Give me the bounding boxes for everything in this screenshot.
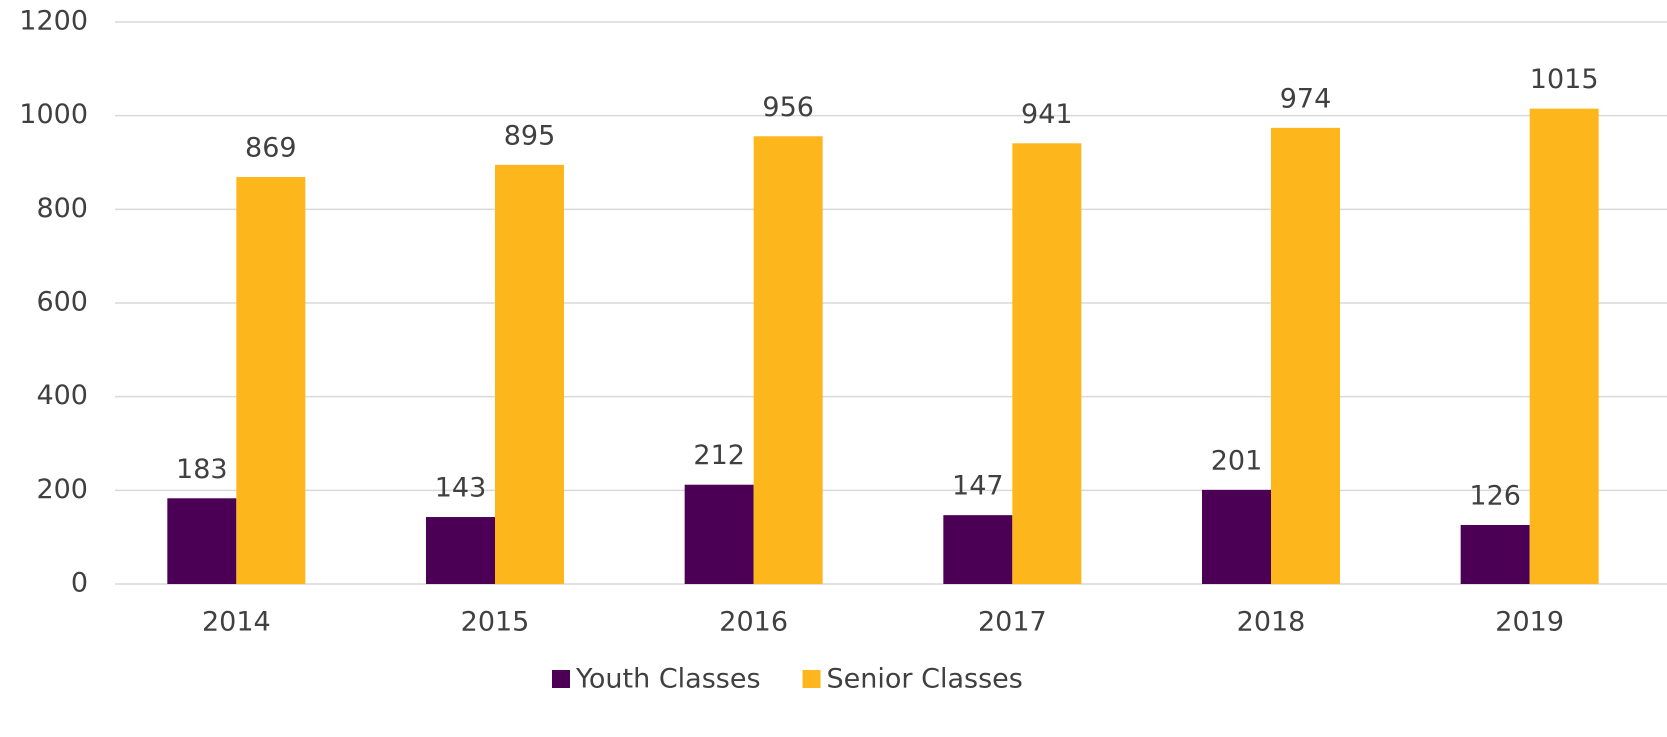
data-label: 869	[245, 133, 297, 164]
bar	[1012, 143, 1082, 584]
bar	[943, 515, 1013, 584]
data-label: 183	[176, 454, 228, 485]
x-tick-label: 2017	[978, 607, 1047, 638]
bar	[495, 164, 564, 584]
y-tick-label: 0	[71, 568, 88, 599]
data-label: 956	[762, 92, 814, 123]
data-label: 212	[693, 440, 745, 471]
bar	[1271, 127, 1340, 585]
bar	[236, 177, 306, 585]
data-label: 201	[1211, 445, 1263, 476]
bar	[1202, 489, 1271, 584]
x-tick-label: 2018	[1237, 607, 1306, 638]
x-tick-label: 2016	[719, 607, 788, 638]
y-tick-label: 400	[36, 380, 88, 411]
bar	[753, 136, 823, 585]
data-label: 147	[952, 471, 1004, 502]
y-tick-label: 800	[36, 193, 88, 224]
data-label: 941	[1021, 99, 1073, 130]
legend-label: Youth Classes	[575, 664, 761, 695]
data-label: 126	[1469, 480, 1521, 511]
legend-label: Senior Classes	[827, 664, 1023, 695]
y-tick-label: 1200	[19, 6, 88, 37]
data-label: 895	[504, 120, 556, 151]
y-tick-label: 1000	[19, 99, 88, 130]
bar	[1529, 108, 1599, 585]
bar	[167, 498, 237, 584]
data-label: 143	[435, 473, 487, 504]
y-tick-label: 200	[36, 474, 88, 505]
x-tick-label: 2015	[461, 607, 530, 638]
bar	[426, 517, 495, 584]
data-label: 1015	[1530, 64, 1599, 95]
legend-swatch	[802, 670, 821, 688]
x-tick-label: 2014	[202, 607, 271, 638]
bar	[684, 484, 754, 584]
data-label: 974	[1280, 83, 1332, 114]
bar	[1460, 524, 1530, 584]
y-tick-label: 600	[36, 287, 88, 318]
legend-swatch	[552, 670, 570, 688]
x-tick-label: 2019	[1495, 607, 1564, 638]
